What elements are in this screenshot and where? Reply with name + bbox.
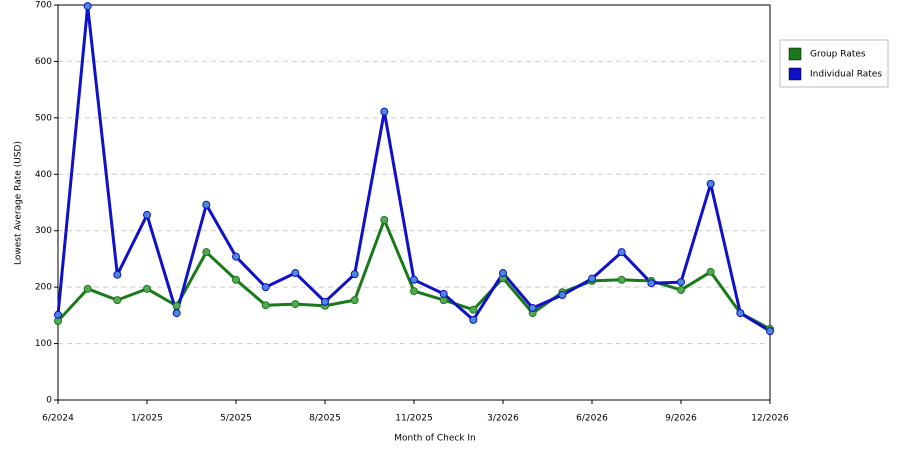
y-tick-label: 100: [35, 339, 52, 349]
x-tick-label: 6/2026: [576, 414, 608, 424]
x-tick-label: 6/2024: [42, 414, 74, 424]
point: [83, 2, 92, 11]
point: [617, 248, 626, 257]
y-tick-label: 400: [35, 170, 52, 180]
point: [469, 315, 478, 324]
point: [202, 200, 211, 209]
point: [528, 304, 537, 313]
point: [291, 300, 300, 309]
point: [706, 267, 715, 276]
point: [439, 289, 448, 298]
point: [350, 296, 359, 305]
point: [261, 283, 270, 292]
x-tick-label: 12/2026: [751, 414, 789, 424]
point: [143, 284, 151, 293]
point: [588, 274, 596, 283]
point: [677, 278, 685, 287]
y-tick-label: 0: [46, 396, 52, 406]
y-tick-label: 300: [35, 226, 52, 236]
x-tick-label: 3/2026: [487, 414, 519, 424]
x-tick-label: 5/2025: [220, 414, 252, 424]
point: [647, 279, 656, 288]
legend-label: Individual Rates: [810, 70, 882, 80]
point: [261, 301, 270, 310]
point: [143, 210, 151, 219]
point: [232, 252, 240, 261]
point: [172, 301, 181, 310]
point: [350, 270, 359, 279]
point: [83, 284, 92, 293]
point: [410, 287, 418, 296]
legend-swatch: [788, 47, 802, 61]
plot-frame: [57, 4, 771, 401]
y-tick-label: 200: [35, 283, 52, 293]
y-tick-label: 700: [35, 1, 52, 11]
x-tick-label: 8/2025: [309, 414, 341, 424]
point: [291, 269, 300, 278]
point: [677, 285, 685, 294]
point: [736, 309, 745, 318]
point: [617, 275, 626, 284]
x-axis-label: Month of Check In: [394, 434, 476, 444]
point: [380, 107, 389, 116]
legend-swatch: [788, 67, 802, 81]
point: [380, 215, 389, 224]
point: [499, 269, 507, 278]
legend-label: Group Rates: [810, 50, 866, 60]
x-tick-label: 9/2026: [665, 414, 697, 424]
point: [202, 248, 211, 257]
point: [766, 327, 774, 336]
x-tick-label: 1/2025: [131, 414, 163, 424]
point: [469, 305, 478, 314]
point: [321, 297, 329, 306]
point: [232, 275, 240, 284]
point: [113, 296, 122, 305]
point: [706, 179, 715, 188]
y-axis-label: Lowest Average Rate (USD): [14, 141, 24, 265]
x-tick-label: 11/2025: [395, 414, 432, 424]
point: [54, 310, 62, 319]
y-tick-label: 500: [35, 113, 52, 123]
y-tick-label: 600: [35, 57, 52, 67]
point: [172, 309, 181, 318]
point: [113, 270, 122, 279]
point: [558, 291, 567, 300]
point: [410, 275, 418, 284]
